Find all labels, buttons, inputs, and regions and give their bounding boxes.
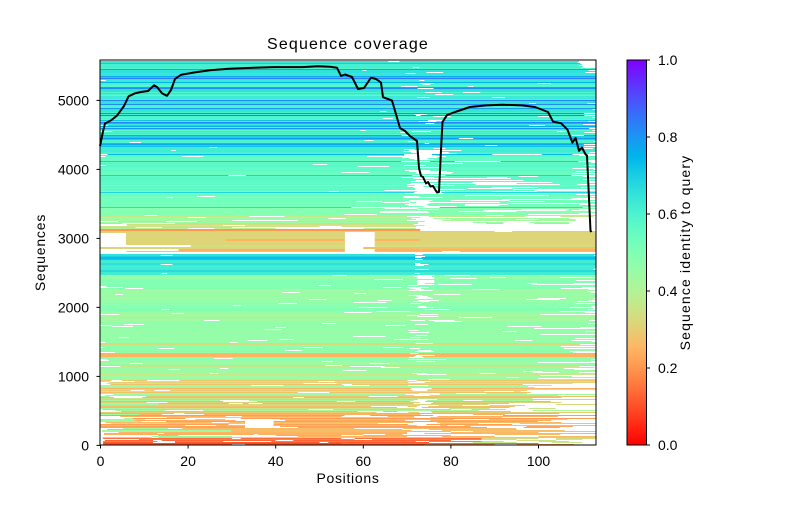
- svg-text:Positions: Positions: [316, 470, 379, 486]
- svg-text:Sequence coverage: Sequence coverage: [267, 36, 429, 53]
- svg-text:3000: 3000: [58, 230, 89, 246]
- svg-text:1.0: 1.0: [658, 52, 678, 68]
- svg-text:0.0: 0.0: [658, 437, 678, 453]
- svg-text:20: 20: [180, 453, 196, 469]
- svg-text:0.8: 0.8: [658, 129, 678, 145]
- svg-text:0.2: 0.2: [658, 360, 678, 376]
- svg-text:80: 80: [443, 453, 459, 469]
- svg-text:40: 40: [268, 453, 284, 469]
- svg-text:Sequence identity to query: Sequence identity to query: [677, 155, 693, 351]
- svg-text:0.6: 0.6: [658, 206, 678, 222]
- svg-text:0: 0: [81, 437, 89, 453]
- svg-text:60: 60: [356, 453, 372, 469]
- svg-text:100: 100: [527, 453, 551, 469]
- svg-text:0: 0: [97, 453, 105, 469]
- svg-text:2000: 2000: [58, 299, 89, 315]
- svg-text:5000: 5000: [58, 92, 89, 108]
- svg-text:Sequences: Sequences: [32, 214, 48, 291]
- svg-text:1000: 1000: [58, 368, 89, 384]
- svg-text:4000: 4000: [58, 161, 89, 177]
- svg-text:0.4: 0.4: [658, 283, 678, 299]
